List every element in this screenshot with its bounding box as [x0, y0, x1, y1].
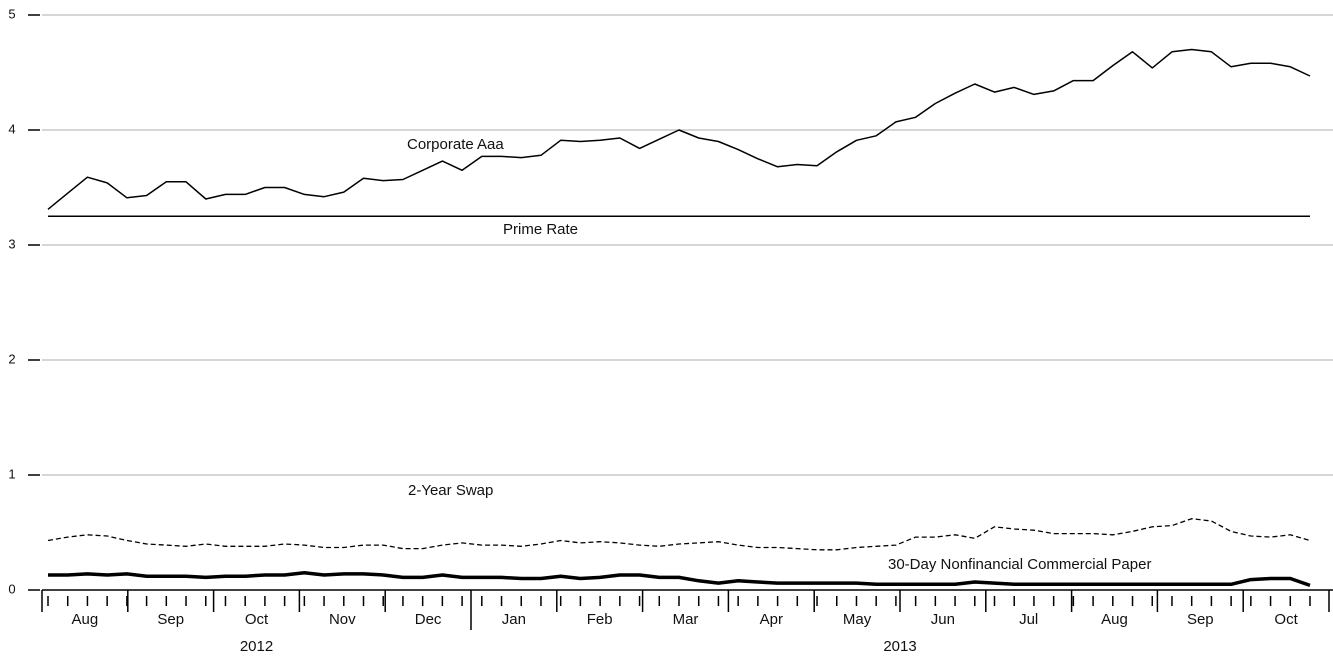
month-label: Apr: [760, 611, 783, 628]
month-label: Sep: [1187, 611, 1214, 628]
year-label: 2012: [240, 638, 273, 655]
month-label: Mar: [673, 611, 699, 628]
series-label: 2-Year Swap: [408, 482, 493, 499]
month-label: Jun: [931, 611, 955, 628]
month-label: Sep: [157, 611, 184, 628]
month-label: Aug: [72, 611, 99, 628]
series-line: [48, 571, 1311, 588]
series-line: [47, 518, 1311, 551]
series-label: Prime Rate: [503, 221, 578, 238]
series-line: [47, 48, 1311, 210]
y-tick-label: 0: [8, 581, 15, 596]
y-tick-label: 5: [8, 6, 15, 21]
month-label: Nov: [329, 611, 356, 628]
month-label: Oct: [245, 611, 269, 628]
month-label: Oct: [1274, 611, 1298, 628]
year-label: 2013: [883, 638, 916, 655]
y-tick-label: 1: [8, 466, 15, 481]
y-tick-label: 2: [8, 351, 15, 366]
series-label: Corporate Aaa: [407, 136, 504, 153]
series-label: 30-Day Nonfinancial Commercial Paper: [888, 556, 1151, 573]
month-label: Jul: [1019, 611, 1038, 628]
month-label: Dec: [415, 611, 442, 628]
month-label: May: [843, 611, 872, 628]
month-label: Feb: [587, 611, 613, 628]
month-label: Jan: [502, 611, 526, 628]
y-tick-label: 4: [8, 121, 15, 136]
month-label: Aug: [1101, 611, 1128, 628]
y-tick-label: 3: [8, 236, 15, 251]
